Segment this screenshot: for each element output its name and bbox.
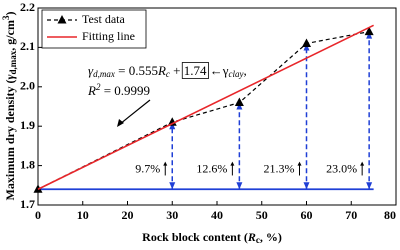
y-tick-label: 2.2 (20, 0, 35, 14)
pointer-head (117, 119, 124, 127)
eq-boxed: 1.74 (184, 63, 207, 78)
equation-box (181, 62, 209, 79)
legend-marker (57, 15, 67, 24)
x-label-text: Rock block content ( (142, 230, 248, 244)
increase-label: 23.0% (326, 161, 357, 175)
increment-arrowhead (366, 182, 373, 190)
increment-arrowhead (236, 182, 243, 190)
eq-part: R (157, 63, 166, 78)
y-label-var: γ (3, 74, 17, 79)
legend-box (41, 9, 147, 49)
series-line (37, 24, 374, 190)
increase-label: 12.6% (196, 161, 227, 175)
increment-arrowhead (169, 182, 176, 190)
increase-label: 21.3% (264, 161, 295, 175)
data-point (234, 97, 244, 107)
y-tick-label: 2.1 (20, 39, 35, 53)
legend-label: Fitting line (82, 29, 135, 43)
x-tick-label: 10 (77, 208, 89, 222)
increment-arrowhead (169, 122, 176, 130)
x-axis-label: Rock block content (Rc, %) (142, 230, 282, 245)
y-label-sup: 3 (1, 15, 11, 20)
increment-arrowhead (303, 182, 310, 190)
x-tick-label: 80 (384, 208, 396, 222)
y-tick-label: 1.8 (20, 157, 35, 171)
eq-part: R (87, 83, 96, 98)
x-tick-label: 20 (122, 208, 134, 222)
x-label-rest: , %) (260, 230, 282, 244)
data-point (364, 26, 374, 36)
x-label-sub: c (256, 235, 260, 245)
eq-part: γ (88, 63, 94, 78)
increase-arrowhead (297, 161, 302, 166)
y-label-end: ) (3, 12, 17, 16)
x-tick-label: 70 (345, 208, 357, 222)
y-tick-label: 1.9 (20, 118, 35, 132)
y-label-text: Maximum dry density ( (3, 79, 17, 200)
y-tick-label: 2.0 (20, 79, 35, 93)
equation: γd,max = 0.555Rc + 1.74 ←γclay, (88, 63, 247, 79)
y-axis-label: Maximum dry density (γd,max, g/cm3) (1, 12, 18, 201)
eq-part: ←γ (207, 63, 229, 78)
increase-label: 9.7% (135, 161, 160, 175)
eq-part: c (166, 69, 170, 79)
eq-part: d,max (93, 69, 115, 79)
r-squared: R2 = 0.9999 (87, 82, 150, 98)
pointer-arrow (119, 99, 151, 125)
x-tick-label: 30 (166, 208, 178, 222)
increase-arrowhead (163, 161, 168, 166)
data-point (302, 38, 311, 47)
eq-part: = 0.9999 (100, 83, 150, 98)
x-label-var: R (247, 230, 256, 244)
eq-part: clay (229, 69, 244, 79)
increase-arrowhead (230, 161, 235, 166)
y-label-rest: , g/cm (3, 20, 17, 51)
increase-arrowhead (360, 161, 365, 166)
x-tick-label: 0 (35, 208, 41, 222)
eq-part: , (244, 63, 247, 78)
y-label-sub: d,max (8, 50, 18, 74)
x-tick-label: 60 (301, 208, 313, 222)
data-point (167, 117, 177, 126)
x-tick-label: 40 (211, 208, 223, 222)
eq-part: = 0.555 (115, 63, 158, 78)
y-tick-label: 1.7 (20, 197, 35, 211)
eq-part: 2 (96, 82, 101, 92)
eq-part: + (170, 63, 184, 78)
x-tick-label: 50 (256, 208, 268, 222)
legend-label: Test data (82, 12, 125, 26)
